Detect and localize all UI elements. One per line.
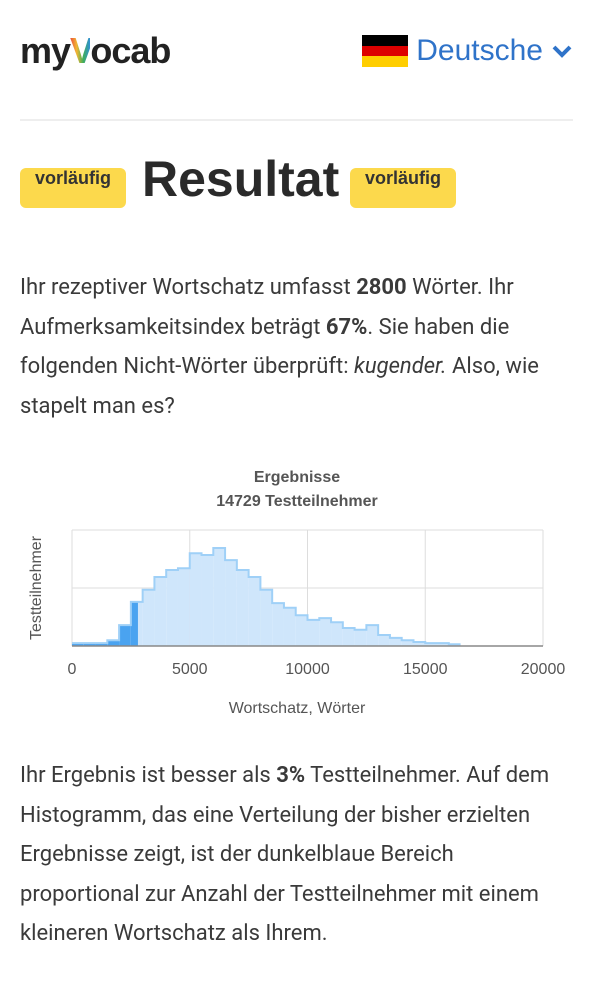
histogram-bar bbox=[177, 568, 190, 646]
logo-part: my bbox=[20, 30, 71, 71]
language-name: Deutsche bbox=[416, 34, 543, 67]
histogram-bar bbox=[248, 576, 261, 646]
text: Also, wie stapelt man es? bbox=[20, 354, 539, 419]
divider bbox=[20, 119, 573, 121]
histogram-bar bbox=[307, 619, 320, 646]
result-title: Resultat bbox=[142, 151, 340, 207]
histogram-bar bbox=[236, 570, 249, 646]
explanation-text: Ihr Ergebnis ist besser als 3% Testteiln… bbox=[20, 756, 576, 954]
highlight-bar bbox=[107, 640, 120, 646]
logo-part: ocab bbox=[90, 30, 171, 71]
x-tick-label: 20000 bbox=[521, 661, 566, 678]
language-selector[interactable]: Deutsche bbox=[362, 34, 573, 68]
highlight-bar bbox=[83, 643, 96, 646]
badge: vorläufig bbox=[20, 168, 127, 208]
histogram-bar bbox=[260, 589, 273, 646]
chart: Ergebnisse 14729 Testteilnehmer Wortscha… bbox=[28, 469, 566, 717]
histogram-bar bbox=[201, 554, 214, 646]
score: 2800 bbox=[356, 275, 407, 300]
percentile: 3% bbox=[276, 763, 306, 788]
x-tick-label: 0 bbox=[68, 661, 77, 678]
chart-subtitle: 14729 Testteilnehmer bbox=[216, 493, 378, 510]
logo-part: V bbox=[70, 30, 91, 71]
x-tick-label: 5000 bbox=[172, 661, 208, 678]
histogram-bar bbox=[342, 628, 355, 646]
highlight-bar bbox=[72, 643, 84, 646]
histogram-bar bbox=[401, 640, 414, 646]
histogram-bar bbox=[366, 625, 379, 646]
text: Ihr Ergebnis ist besser als bbox=[20, 763, 277, 788]
nonword: kugender. bbox=[354, 354, 447, 379]
histogram-bar bbox=[319, 618, 332, 646]
logo[interactable]: myVocab bbox=[20, 30, 171, 72]
highlight-bar bbox=[130, 601, 138, 646]
x-axis-label: Wortschatz, Wörter bbox=[229, 700, 366, 717]
highlight-bar bbox=[119, 625, 131, 646]
chart-title: Ergebnisse bbox=[254, 469, 340, 486]
histogram-outline bbox=[72, 546, 461, 646]
histogram-bar bbox=[354, 629, 367, 646]
attention-index: 67% bbox=[325, 314, 368, 340]
x-tick-label: 10000 bbox=[285, 661, 330, 678]
histogram-bar bbox=[437, 643, 449, 646]
histogram-bar bbox=[425, 643, 438, 646]
histogram-bar bbox=[389, 637, 402, 646]
histogram-bar bbox=[378, 634, 390, 646]
histogram-bar bbox=[283, 607, 296, 646]
histogram-bar bbox=[272, 603, 284, 646]
histogram-bar bbox=[154, 576, 167, 646]
histogram-bar bbox=[331, 622, 343, 646]
text: Wörter. Ihr Aufmerksamkeitsindex beträgt bbox=[20, 275, 514, 340]
chevron bbox=[552, 45, 572, 58]
histogram-bar bbox=[213, 547, 226, 646]
text: . Sie haben die folgenden Nicht-Wörter ü… bbox=[20, 314, 510, 380]
text: Testteilnehmer. Auf dem Histogramm, das … bbox=[20, 763, 550, 946]
highlight-bar bbox=[95, 643, 108, 646]
flag bbox=[362, 35, 409, 67]
y-axis-label: Testteilnehmer bbox=[28, 535, 45, 640]
histogram-bar bbox=[413, 641, 426, 646]
histogram-bar bbox=[225, 560, 237, 646]
histogram-bar bbox=[166, 570, 178, 646]
histogram-bar bbox=[142, 589, 155, 646]
badge: vorläufig bbox=[350, 168, 457, 208]
histogram-bar bbox=[295, 615, 308, 646]
text: Ihr rezeptiver Wortschatz umfasst bbox=[20, 275, 357, 300]
result-text: Ihr rezeptiver Wortschatz umfasst 2800 W… bbox=[20, 268, 576, 426]
x-tick-label: 15000 bbox=[403, 661, 448, 678]
histogram-bar bbox=[189, 553, 202, 646]
